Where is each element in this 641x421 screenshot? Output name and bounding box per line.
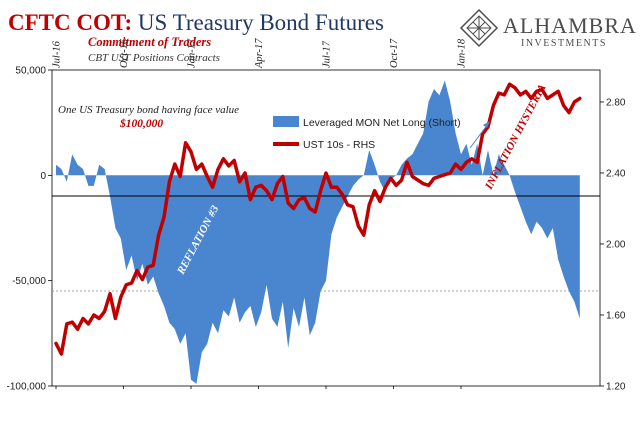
- right-tick-label: 2.00: [606, 239, 626, 250]
- x-tick-label: Jan-17: [187, 38, 198, 68]
- left-axis: 50,000 0 -50,000 -100,000: [7, 66, 52, 393]
- x-tick-label: Jul-16: [52, 40, 63, 68]
- brand-sub: INVESTMENTS: [521, 38, 607, 49]
- chart-subtitle-2: CBT UST Positions Contracts: [88, 52, 220, 64]
- right-tick-label: 1.20: [606, 382, 626, 393]
- x-tick-label: Oct-16: [119, 38, 130, 68]
- title-cftc: CFTC COT:: [8, 10, 132, 35]
- series-ust10s-line: [54, 82, 582, 356]
- annotation-arrow: [469, 121, 490, 149]
- legend-label-area: Leveraged MON Net Long (Short): [303, 117, 461, 129]
- note-line-1: One US Treasury bond having face value: [58, 104, 239, 116]
- legend-swatch-area: [273, 116, 299, 127]
- x-axis: Jul-16 Oct-16 Jan-17 Apr-17 Jul-17 Oct-17 Jan-…: [52, 38, 468, 389]
- chart-title: CFTC COT: US Treasury Bond Futures: [8, 10, 384, 35]
- left-tick-label: -50,000: [12, 276, 46, 287]
- title-rest: US Treasury Bond Futures: [132, 10, 384, 35]
- x-tick-label: Oct-17: [389, 38, 400, 68]
- right-tick-label: 2.40: [606, 168, 626, 179]
- area-layer: [56, 80, 580, 384]
- left-tick-label: -100,000: [7, 382, 47, 393]
- legend: Leveraged MON Net Long (Short) UST 10s -…: [273, 116, 461, 151]
- x-tick-label: Apr-17: [254, 38, 265, 69]
- series-leveraged-mon-area: [56, 80, 580, 384]
- alhambra-logo-mark: [459, 8, 499, 48]
- x-tick-label: Jan-18: [457, 38, 468, 68]
- left-tick-label: 50,000: [15, 66, 46, 77]
- right-tick-label: 2.80: [606, 97, 626, 108]
- line-layer: [54, 82, 582, 356]
- right-tick-label: 1.60: [606, 310, 626, 321]
- brand-name: ALHAMBRA: [503, 13, 637, 38]
- chart-subtitle: Commitment of Traders: [88, 35, 211, 49]
- x-tick-label: Jul-17: [322, 40, 333, 68]
- note-line-2: $100,000: [119, 117, 163, 130]
- legend-label-line: UST 10s - RHS: [303, 139, 375, 151]
- alhambra-logo: ALHAMBRA INVESTMENTS: [459, 8, 637, 49]
- right-axis: 2.80 2.40 2.00 1.60 1.20: [600, 97, 626, 393]
- left-tick-label: 0: [40, 171, 46, 182]
